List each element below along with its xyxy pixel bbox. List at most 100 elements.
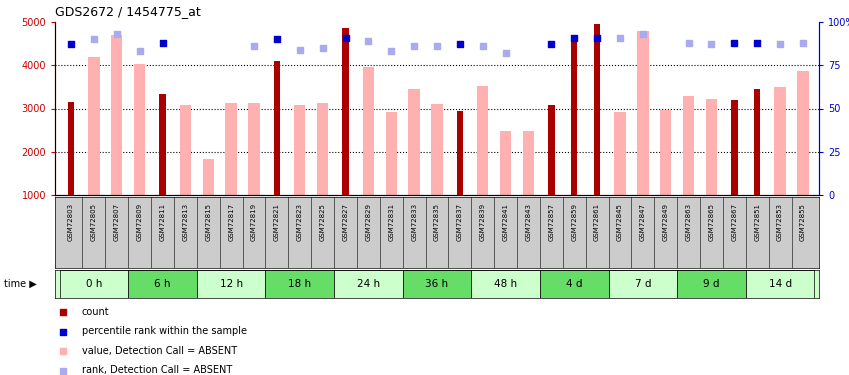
Text: GDS2672 / 1454775_at: GDS2672 / 1454775_at	[55, 5, 200, 18]
Text: GSM72861: GSM72861	[594, 202, 600, 241]
Point	[132, 48, 146, 54]
Point	[293, 46, 306, 53]
Bar	[68, 102, 74, 195]
Text: percentile rank within the sample: percentile rank within the sample	[82, 327, 247, 336]
Text: GSM72813: GSM72813	[183, 202, 188, 241]
Point	[636, 31, 649, 37]
Text: 12 h: 12 h	[220, 279, 243, 289]
Bar	[548, 105, 554, 195]
Bar	[706, 99, 717, 195]
Text: GSM72841: GSM72841	[503, 202, 509, 241]
Point	[544, 42, 558, 48]
Text: 4 d: 4 d	[566, 279, 582, 289]
Text: GSM72865: GSM72865	[709, 202, 715, 241]
Point	[247, 43, 261, 49]
Point	[65, 42, 78, 48]
Text: GSM72851: GSM72851	[754, 202, 760, 241]
Text: GSM72839: GSM72839	[480, 202, 486, 241]
Text: 24 h: 24 h	[357, 279, 380, 289]
Bar	[408, 89, 420, 195]
Point	[316, 45, 329, 51]
Point	[682, 40, 695, 46]
Text: GSM72811: GSM72811	[160, 202, 166, 241]
Point	[56, 348, 70, 354]
Bar	[294, 105, 306, 195]
Point	[270, 36, 284, 42]
Point	[385, 48, 398, 54]
Bar	[678, 270, 745, 298]
Bar	[431, 104, 442, 195]
Point	[499, 50, 513, 56]
Point	[56, 328, 70, 334]
Text: 7 d: 7 d	[634, 279, 651, 289]
Text: GSM72855: GSM72855	[800, 202, 806, 240]
Point	[728, 40, 741, 46]
Bar	[128, 270, 197, 298]
Bar	[797, 71, 809, 195]
Bar	[471, 270, 540, 298]
Point	[613, 34, 627, 40]
Text: GSM72809: GSM72809	[137, 202, 143, 241]
Bar	[385, 112, 397, 195]
Text: value, Detection Call = ABSENT: value, Detection Call = ABSENT	[82, 346, 237, 356]
Point	[408, 43, 421, 49]
Bar	[523, 131, 534, 195]
Point	[796, 40, 810, 46]
Text: GSM72833: GSM72833	[411, 202, 417, 241]
Bar	[637, 31, 649, 195]
Text: GSM72849: GSM72849	[663, 202, 669, 241]
Bar	[754, 88, 761, 195]
Point	[56, 368, 70, 374]
Text: GSM72819: GSM72819	[251, 202, 257, 241]
Point	[155, 40, 169, 46]
Bar	[111, 34, 122, 195]
Text: 18 h: 18 h	[288, 279, 312, 289]
Bar	[248, 103, 260, 195]
Text: GSM72805: GSM72805	[91, 202, 97, 241]
Text: GSM72857: GSM72857	[548, 202, 554, 241]
Text: GSM72843: GSM72843	[526, 202, 531, 241]
Text: GSM72815: GSM72815	[205, 202, 211, 241]
Text: GSM72837: GSM72837	[457, 202, 463, 241]
Bar	[88, 57, 99, 195]
Text: 14 d: 14 d	[768, 279, 791, 289]
Text: GSM72847: GSM72847	[640, 202, 646, 241]
Bar	[342, 28, 349, 195]
Text: GSM72821: GSM72821	[274, 202, 280, 241]
Text: 0 h: 0 h	[86, 279, 102, 289]
Text: GSM72827: GSM72827	[342, 202, 348, 241]
Bar	[594, 24, 600, 195]
Text: GSM72825: GSM72825	[319, 202, 326, 240]
Bar	[457, 111, 463, 195]
Text: GSM72845: GSM72845	[617, 202, 623, 240]
Bar	[266, 270, 334, 298]
Bar	[226, 103, 237, 195]
Text: 9 d: 9 d	[703, 279, 720, 289]
Point	[110, 31, 124, 37]
Text: GSM72803: GSM72803	[68, 202, 74, 241]
Point	[705, 42, 718, 48]
Point	[56, 309, 70, 315]
Text: GSM72831: GSM72831	[388, 202, 394, 241]
Bar	[273, 61, 280, 195]
Bar	[660, 110, 672, 195]
Bar	[683, 96, 694, 195]
Text: GSM72807: GSM72807	[114, 202, 120, 241]
Point	[430, 43, 444, 49]
Bar	[540, 270, 609, 298]
Text: GSM72867: GSM72867	[731, 202, 738, 241]
Point	[362, 38, 375, 44]
Text: 36 h: 36 h	[425, 279, 448, 289]
Bar	[615, 111, 626, 195]
Text: rank, Detection Call = ABSENT: rank, Detection Call = ABSENT	[82, 366, 232, 375]
Text: GSM72859: GSM72859	[571, 202, 577, 241]
Bar	[745, 270, 814, 298]
Text: GSM72863: GSM72863	[686, 202, 692, 241]
Point	[339, 34, 352, 40]
Text: GSM72829: GSM72829	[365, 202, 371, 241]
Bar	[500, 130, 511, 195]
Text: 6 h: 6 h	[155, 279, 171, 289]
Bar	[609, 270, 678, 298]
Bar	[571, 36, 577, 195]
Bar	[197, 270, 266, 298]
